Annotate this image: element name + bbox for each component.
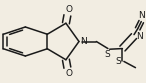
Text: O: O: [65, 5, 72, 14]
Text: O: O: [65, 69, 72, 78]
Text: N: N: [139, 11, 145, 20]
Text: N: N: [80, 37, 87, 46]
Text: N: N: [136, 32, 142, 41]
Text: S: S: [115, 57, 121, 66]
Text: S: S: [104, 50, 110, 59]
